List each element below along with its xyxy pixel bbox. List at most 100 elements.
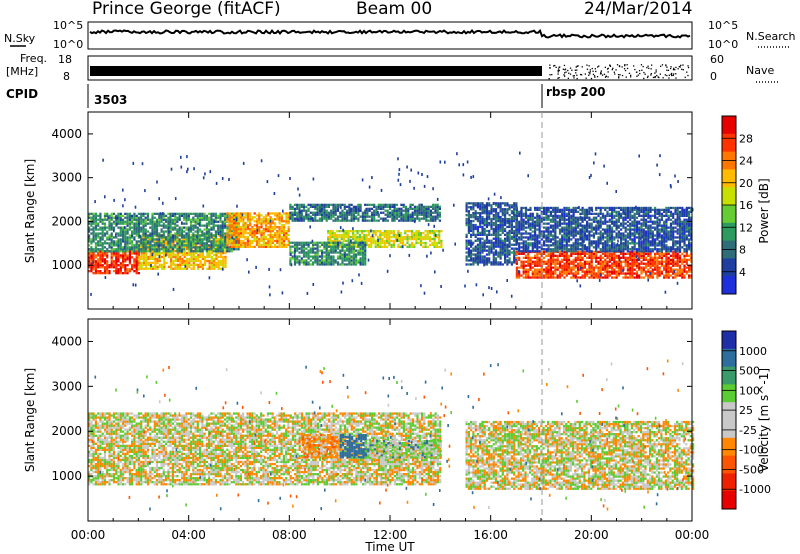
heatmap-cell	[348, 219, 351, 222]
heatmap-cell	[624, 252, 627, 255]
heatmap-cell	[133, 214, 136, 217]
heatmap-cell	[124, 232, 127, 235]
heatmap-cell	[386, 215, 389, 218]
nave-dot	[553, 65, 555, 67]
heatmap-cell	[506, 208, 509, 211]
heatmap-cell	[144, 242, 147, 245]
heatmap-cell	[151, 226, 154, 229]
heatmap-cell	[552, 256, 555, 259]
heatmap-cell	[490, 204, 493, 207]
heatmap-cell	[131, 264, 134, 267]
heatmap-cell	[135, 244, 138, 247]
heatmap-cell	[189, 224, 193, 227]
heatmap-cell	[253, 233, 256, 237]
heatmap-cell	[567, 262, 571, 265]
heatmap-cell	[240, 233, 243, 237]
heatmap-cell	[508, 235, 511, 238]
heatmap-cell	[534, 260, 537, 263]
heatmap-cell	[336, 257, 340, 260]
nave-dot	[667, 69, 670, 71]
heatmap-cell	[479, 237, 482, 240]
heatmap-cell	[479, 239, 482, 242]
heatmap-cell	[501, 239, 504, 242]
heatmap-cell	[185, 244, 188, 247]
heatmap-cell	[515, 222, 518, 225]
heatmap-cell	[205, 222, 208, 225]
heatmap-cell	[402, 215, 405, 218]
heatmap-cell	[515, 274, 518, 277]
heatmap-cell	[133, 258, 136, 261]
heatmap-cell	[174, 263, 177, 266]
heatmap-cell	[151, 257, 155, 261]
heatmap-cell	[101, 250, 104, 253]
heatmap-cell	[140, 230, 143, 233]
heatmap-cell	[97, 242, 100, 245]
heatmap-cell	[183, 218, 186, 221]
heatmap-cell	[300, 213, 303, 216]
heatmap-cell	[291, 205, 294, 208]
heatmap-cell	[647, 258, 650, 261]
heatmap-cell	[377, 219, 380, 222]
heatmap-cell	[223, 224, 227, 227]
heatmap-cell	[393, 205, 396, 208]
heatmap-cell	[222, 255, 225, 259]
heatmap-cell	[418, 211, 421, 214]
heatmap-cell	[221, 242, 224, 245]
heatmap-cell	[291, 211, 294, 214]
heatmap-cell	[429, 211, 432, 214]
heatmap-cell	[406, 230, 409, 233]
heatmap-cell	[325, 263, 328, 266]
heatmap-cell	[613, 252, 616, 255]
nave-dot	[687, 74, 689, 77]
heatmap-cell	[343, 251, 346, 254]
heatmap-cell	[647, 262, 650, 265]
heatmap-cell	[208, 238, 211, 241]
heatmap-cell	[408, 245, 411, 248]
heatmap-cell	[119, 238, 122, 241]
heatmap-cell	[681, 270, 684, 273]
heatmap-cell	[508, 206, 511, 209]
heatmap-cell	[604, 274, 607, 277]
heatmap-cell	[199, 222, 202, 225]
nave-dot	[662, 77, 664, 79]
heatmap-cell	[547, 274, 550, 277]
heatmap-cell	[187, 240, 190, 243]
heatmap-cell	[485, 233, 489, 236]
heatmap-cell	[665, 264, 668, 267]
heatmap-cell	[483, 204, 486, 207]
heatmap-cell	[189, 220, 193, 223]
heatmap-cell	[188, 265, 191, 268]
heatmap-cell	[359, 205, 362, 208]
heatmap-cell	[615, 266, 618, 269]
heatmap-cell	[208, 218, 211, 221]
heatmap-cell	[524, 276, 528, 279]
heatmap-cell	[327, 241, 330, 244]
heatmap-cell	[611, 272, 614, 275]
heatmap-cell	[124, 220, 127, 223]
heatmap-cell	[667, 270, 670, 273]
heatmap-cell	[522, 276, 525, 279]
heatmap-cell	[180, 230, 184, 233]
heatmap-cell	[174, 259, 177, 263]
heatmap-cell	[262, 245, 265, 248]
heatmap-cell	[325, 261, 328, 264]
nave-dot	[606, 68, 609, 70]
heatmap-cell	[230, 212, 233, 215]
heatmap-cell	[203, 238, 206, 241]
heatmap-cell	[112, 220, 116, 223]
heatmap-cell	[415, 237, 418, 241]
heatmap-cell	[352, 241, 355, 244]
heatmap-cell	[398, 219, 401, 222]
heatmap-cell	[565, 252, 568, 255]
heatmap-cell	[235, 216, 238, 219]
heatmap-cell	[88, 250, 91, 253]
heatmap-cell	[262, 232, 265, 235]
heatmap-cell	[436, 207, 439, 210]
heatmap-cell	[149, 261, 152, 264]
heatmap-cell	[399, 237, 402, 241]
heatmap-cell	[289, 263, 292, 266]
heatmap-cell	[131, 268, 134, 271]
heatmap-cell	[663, 254, 666, 257]
heatmap-cell	[355, 249, 358, 252]
heatmap-cell	[140, 238, 143, 241]
